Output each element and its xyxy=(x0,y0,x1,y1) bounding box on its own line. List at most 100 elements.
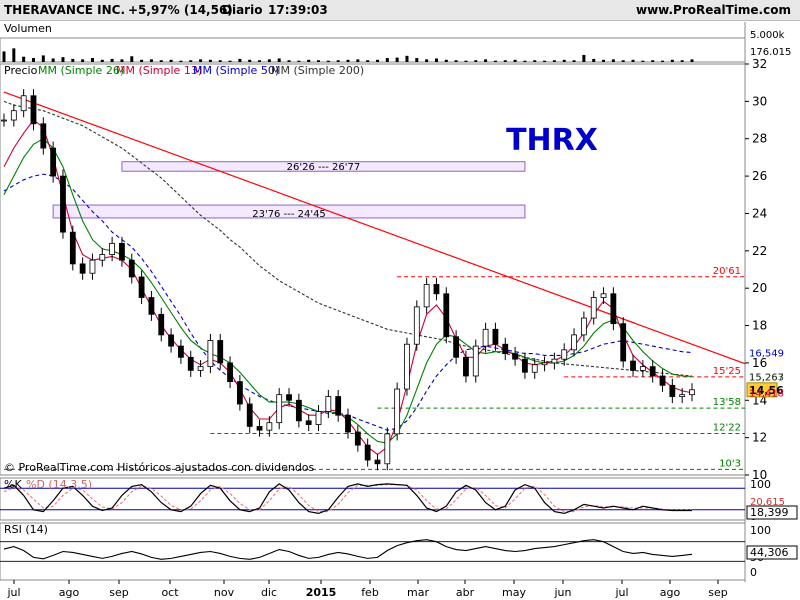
volume-bar xyxy=(159,60,163,62)
volume-bar xyxy=(395,57,399,62)
volume-bar xyxy=(582,54,586,62)
level-label: 12'22 xyxy=(713,423,741,434)
price-candle xyxy=(158,313,165,336)
price-tick-label: 16 xyxy=(752,356,767,370)
x-tick-label: ago xyxy=(660,586,681,599)
stoch-d-label: %D (14.3.5) xyxy=(26,478,92,491)
price-candle xyxy=(207,340,214,368)
price-candle xyxy=(590,297,597,319)
price-candle xyxy=(246,403,253,427)
price-tick-label: 24 xyxy=(752,206,767,220)
price-tick-label: 22 xyxy=(752,244,767,258)
volume-bar xyxy=(100,59,104,62)
price-candle xyxy=(69,231,76,265)
volume-bar xyxy=(513,59,517,62)
volume-bar xyxy=(651,60,655,62)
current-price-box xyxy=(746,382,778,398)
volume-bar xyxy=(484,59,488,62)
price-candle xyxy=(60,175,66,233)
price-candle xyxy=(531,364,538,373)
price-candle xyxy=(227,362,233,382)
stoch-k-box xyxy=(746,505,798,520)
price-candle xyxy=(10,110,17,121)
price-candle xyxy=(374,459,381,465)
legend-price: Precio xyxy=(4,64,38,77)
volume-bar xyxy=(199,59,203,62)
ma200-line xyxy=(3,100,693,377)
price-candle xyxy=(453,336,460,358)
price-candle xyxy=(276,394,283,424)
price-candle xyxy=(286,394,292,401)
price-zone-label: 26'26 --- 26'77 xyxy=(287,162,361,173)
price-zone xyxy=(121,161,526,172)
price-candle xyxy=(128,259,135,278)
volume-bar xyxy=(444,59,448,62)
volume-bar xyxy=(61,57,65,62)
volume-bar xyxy=(366,60,370,62)
volume-bar xyxy=(31,58,35,62)
price-zone-label: 23'76 --- 24'45 xyxy=(252,209,326,220)
legend-ma200: MM (Simple 200) xyxy=(271,64,364,77)
x-tick-label: 2015 xyxy=(306,586,337,599)
x-tick-label: dic xyxy=(261,586,277,599)
volume-bar xyxy=(51,58,55,62)
volume-bar xyxy=(228,60,232,62)
price-candle xyxy=(679,394,686,397)
ticker-name: THERAVANCE INC. xyxy=(4,3,125,17)
stoch-k-value: 18,399 xyxy=(750,506,789,519)
price-candle xyxy=(138,276,145,298)
price-candle xyxy=(325,396,332,412)
price-tick-label: 12 xyxy=(752,431,767,445)
volume-bar xyxy=(326,60,330,62)
price-candle xyxy=(649,366,656,377)
volume-bar xyxy=(631,59,635,62)
volume-bar xyxy=(356,59,360,62)
price-tick-label: 30 xyxy=(752,94,767,108)
stoch-d-value: 20,615 xyxy=(750,497,785,508)
price-candle xyxy=(256,426,263,431)
price-tick-label: 26 xyxy=(752,169,767,183)
rsi-label: RSI (14) xyxy=(4,523,48,536)
volume-bar xyxy=(552,60,556,62)
price-candle xyxy=(580,317,587,336)
price-candle xyxy=(600,293,607,298)
rsi-tick-label: 0 xyxy=(750,566,757,579)
x-tick-label: feb xyxy=(361,586,379,599)
volume-bar xyxy=(425,59,429,62)
x-tick-label: ago xyxy=(59,586,80,599)
stoch-k-label: %K xyxy=(4,478,22,491)
price-candle xyxy=(404,343,410,390)
price-candle xyxy=(541,362,548,366)
price-candle xyxy=(30,95,37,125)
price-tick-label: 28 xyxy=(752,132,767,146)
price-candle xyxy=(394,388,401,435)
price-candle xyxy=(50,147,57,177)
level-label: 13'58 xyxy=(713,397,741,408)
price-candle xyxy=(178,345,184,358)
x-axis: jul ago sep oct nov dic 2015 feb mar abr may jun jul… xyxy=(6,580,728,599)
price-candle xyxy=(571,334,577,351)
current-price-label: 14,56 xyxy=(749,384,784,397)
volume-bar xyxy=(22,56,26,62)
volume-bar xyxy=(415,58,419,62)
volume-bar xyxy=(523,60,527,62)
price-candle xyxy=(443,293,450,338)
stoch-d-line xyxy=(3,484,693,513)
trendline xyxy=(3,91,746,365)
price-right-label: 15,263 xyxy=(749,373,784,384)
x-tick-label: jul xyxy=(614,586,628,599)
price-candle xyxy=(492,328,499,345)
price-candle xyxy=(89,259,96,274)
copyright: © ProRealTime.com Históricos ajustados c… xyxy=(4,461,315,474)
x-tick-label: mar xyxy=(407,586,429,599)
price-candle xyxy=(423,284,430,308)
site-url: www.ProRealTime.com xyxy=(636,3,791,17)
volume-bar xyxy=(179,60,183,62)
x-tick-label: jul xyxy=(6,586,20,599)
volume-bar xyxy=(41,55,45,62)
volume-bar xyxy=(248,59,252,62)
price-candle xyxy=(630,360,636,371)
volume-bar xyxy=(602,59,606,62)
price-candle xyxy=(610,293,617,325)
level-label: 20'61 xyxy=(713,266,741,277)
